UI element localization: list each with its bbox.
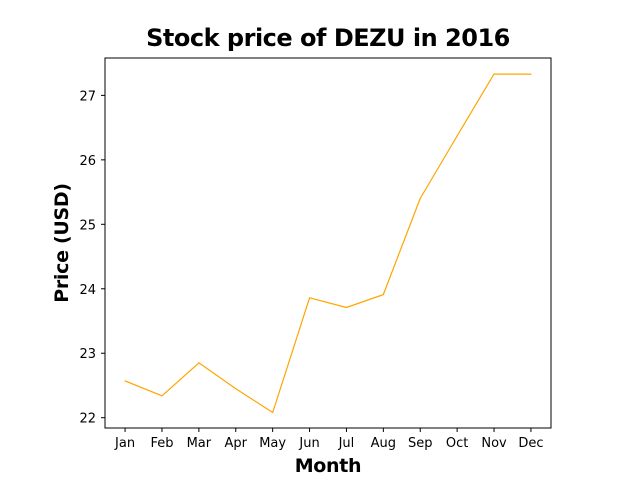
- x-tick-label: Aug: [371, 436, 396, 451]
- x-tick-label: Jun: [298, 436, 319, 451]
- y-tick-label: 24: [79, 283, 96, 298]
- y-tick-label: 23: [79, 347, 96, 362]
- x-tick-label: Jul: [338, 436, 355, 451]
- data-point: [493, 73, 495, 75]
- x-tick-label: Nov: [481, 436, 507, 451]
- x-tick-label: Feb: [150, 436, 173, 451]
- x-tick-label: Dec: [518, 436, 543, 451]
- chart-title: Stock price of DEZU in 2016: [146, 24, 510, 52]
- plot-frame: [104, 57, 552, 429]
- x-tick-label: May: [259, 436, 286, 451]
- x-tick-label: Oct: [446, 436, 468, 451]
- x-tick-label: Apr: [225, 436, 248, 451]
- x-tick-label: Mar: [187, 436, 212, 451]
- data-point: [272, 411, 274, 414]
- y-tick-label: 27: [79, 89, 96, 104]
- y-tick-label: 22: [79, 412, 96, 427]
- data-point: [235, 388, 237, 390]
- x-tick-label: Sep: [408, 436, 433, 451]
- plot-area: Jan Feb Mar Apr May Jun Jul Aug Sep Oct Nov Dec 22 23…: [79, 73, 544, 451]
- y-tick-label: 26: [79, 154, 96, 169]
- data-point: [124, 380, 126, 382]
- y-axis-label: Price (USD): [51, 183, 73, 303]
- data-point: [419, 197, 421, 200]
- data-point: [308, 297, 311, 299]
- x-tick-label: Jan: [114, 436, 135, 451]
- data-point: [345, 306, 348, 309]
- series-line-0: [124, 73, 531, 414]
- data-point: [530, 73, 532, 75]
- data-point: [456, 135, 458, 137]
- data-point: [382, 293, 384, 296]
- x-axis-label: Month: [295, 455, 362, 477]
- data-point: [161, 395, 163, 397]
- data-point: [198, 362, 200, 364]
- y-tick-label: 25: [79, 218, 96, 233]
